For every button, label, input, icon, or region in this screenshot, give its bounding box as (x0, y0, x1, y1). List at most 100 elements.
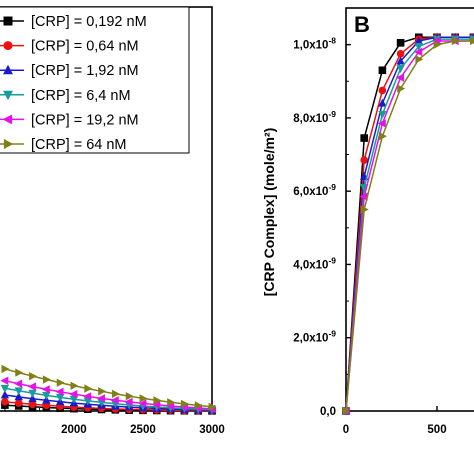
data-point (125, 392, 134, 401)
y-tick-label: 4,0x10-9 (293, 255, 336, 271)
legend-item: [CRP] = 0,192 nM (0, 14, 147, 30)
data-point (124, 397, 133, 407)
data-point (378, 132, 387, 141)
data-point (42, 375, 51, 384)
data-point (1, 397, 9, 406)
data-point (15, 368, 24, 377)
data-point (469, 36, 474, 46)
data-point (152, 400, 161, 409)
data-point (396, 39, 405, 47)
legend-label: [CRP] = 0,64 nM (31, 39, 139, 55)
legend-label: [CRP] = 64 nM (31, 137, 127, 153)
legend-item: [CRP] = 6,4 nM (0, 88, 131, 104)
data-point (14, 392, 23, 401)
data-point (378, 86, 387, 95)
data-point (378, 110, 387, 119)
x-tick-label: 0 (343, 424, 349, 436)
data-point (96, 394, 105, 403)
series-line (4, 387, 213, 411)
legend-marker (3, 64, 13, 75)
data-point (396, 73, 405, 82)
series-line (4, 379, 213, 410)
series-line (345, 40, 474, 412)
data-point (28, 400, 37, 409)
data-point (110, 396, 119, 405)
data-point (342, 406, 351, 416)
series-line (4, 368, 213, 408)
panel-b-y-axis-title: [CRP Complex] (mole/m²) (261, 128, 277, 297)
data-point (433, 40, 442, 49)
series-line (345, 36, 474, 412)
panel-a-chart: 2000 2500 3000 [CRP] = 0,192 nM [CRP] = 0,6… (0, 6, 225, 436)
series-line (4, 394, 213, 411)
data-point (414, 43, 423, 52)
data-point (167, 398, 176, 407)
data-point (378, 98, 387, 107)
data-point (55, 393, 65, 402)
legend-item: [CRP] = 64 nM (0, 137, 127, 153)
series-5 (341, 36, 474, 416)
data-point (414, 47, 423, 57)
legend-marker (2, 114, 13, 125)
series-6 (1, 364, 217, 411)
panel-a-series (0, 364, 217, 415)
x-tick-label: 2500 (130, 424, 156, 436)
data-point (359, 192, 368, 201)
data-point (98, 387, 107, 396)
data-point (180, 399, 189, 409)
data-point (0, 384, 10, 393)
data-point (14, 399, 23, 407)
data-point (396, 49, 405, 58)
data-point (56, 378, 65, 387)
data-point (69, 395, 79, 404)
data-point (396, 65, 405, 74)
data-point (41, 385, 50, 394)
data-point (208, 402, 217, 411)
data-point (360, 134, 368, 142)
data-point (397, 84, 406, 93)
legend-label: [CRP] = 1,92 nM (31, 63, 139, 79)
data-point (28, 389, 37, 398)
panel-b-plot-frame (345, 7, 474, 412)
panel-b-series (341, 32, 474, 416)
series-line (345, 38, 474, 412)
data-point (378, 66, 387, 75)
panel-b-chart: B [CRP Complex] (mole/m²) 0 500 0,0 2,0x10-… (261, 7, 474, 436)
data-point (153, 396, 162, 405)
data-point (27, 382, 36, 391)
x-tick-label: 500 (427, 424, 446, 436)
data-point (14, 379, 23, 388)
panel-a-legend: [CRP] = 0,192 nM [CRP] = 0,64 nM [CRP] = 1… (0, 6, 190, 154)
data-point (360, 156, 369, 164)
legend-marker (3, 16, 13, 26)
data-point (377, 119, 386, 128)
legend-marker (3, 90, 13, 101)
y-tick-label: 6,0x10-9 (293, 182, 336, 198)
data-point (83, 392, 92, 401)
data-point (28, 394, 37, 403)
y-tick-label: 8,0x10-9 (293, 109, 336, 125)
data-point (451, 36, 460, 46)
data-point (415, 55, 424, 64)
data-point (70, 381, 79, 390)
panel-b-label: B (354, 12, 370, 37)
data-point (84, 384, 93, 393)
data-point (360, 205, 369, 214)
data-point (139, 394, 148, 403)
legend-label: [CRP] = 6,4 nM (31, 88, 131, 104)
legend-item: [CRP] = 0,64 nM (0, 39, 139, 55)
panel-b-axis-ticks: 0 500 0,0 2,0x10-9 4,0x10-9 6,0x10-9 8,0x10-9 1… (293, 36, 446, 436)
data-point (194, 401, 203, 410)
legend-label: [CRP] = 0,192 nM (31, 14, 147, 30)
legend-item: [CRP] = 1,92 nM (0, 63, 139, 79)
data-point (396, 56, 405, 65)
y-tick-label: 0,0 (320, 406, 336, 418)
x-tick-label: 2000 (61, 424, 87, 436)
data-point (42, 391, 51, 400)
data-point (0, 376, 9, 385)
data-point (0, 390, 10, 399)
series-line (345, 40, 474, 412)
y-tick-label: 1,0x10-8 (293, 36, 336, 52)
data-point (29, 371, 38, 381)
series-line (345, 36, 474, 412)
